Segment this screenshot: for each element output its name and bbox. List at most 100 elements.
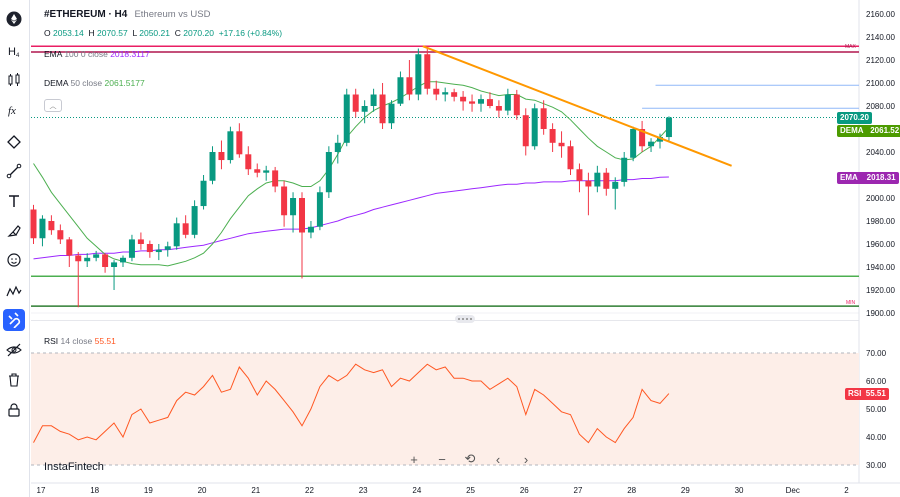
candle	[316, 186, 323, 231]
svg-text:4: 4	[16, 53, 20, 59]
text-icon[interactable]	[3, 190, 25, 212]
candle	[263, 165, 270, 181]
pane-resize-handle[interactable]	[455, 315, 475, 323]
current-price-badge: 2070.20	[837, 112, 872, 124]
magnet-icon[interactable]	[3, 309, 25, 331]
ema-value: 2018.3117	[110, 49, 150, 59]
scroll-right-button[interactable]: ›	[523, 451, 529, 467]
candle	[128, 234, 135, 262]
candle-body	[397, 77, 404, 104]
candle-body	[522, 115, 529, 147]
time-tick-label: 23	[359, 486, 368, 495]
svg-text:H: H	[8, 46, 16, 58]
dema-legend[interactable]: DEMA 50 close 2061.5177	[44, 78, 145, 88]
candle-body	[307, 226, 314, 233]
candle	[406, 60, 413, 101]
zoom-in-button[interactable]: +	[410, 451, 418, 467]
candle-body	[236, 131, 243, 155]
candle-body	[361, 106, 368, 112]
time-tick-label: 17	[37, 486, 46, 495]
price-tick-label: 2080.00	[866, 102, 895, 111]
formula-icon[interactable]: fx	[3, 99, 25, 121]
candle-body	[558, 142, 565, 147]
price-tick-label: 1900.00	[866, 309, 895, 318]
candle-body	[272, 170, 279, 187]
reset-chart-button[interactable]: ⟲	[464, 451, 476, 466]
candle	[120, 255, 126, 267]
candle	[137, 232, 144, 250]
candle	[343, 88, 350, 147]
ohlc-legend: O 2053.14 H 2070.57 L 2050.21 C 2070.20 …	[44, 28, 282, 38]
dema-price-badge: DEMA 2061.52	[837, 125, 900, 137]
candle-body	[352, 94, 359, 112]
scroll-left-button[interactable]: ‹	[495, 451, 501, 467]
candle-body	[30, 209, 37, 239]
candle	[576, 163, 583, 193]
candle-body	[209, 152, 216, 181]
hide-icon[interactable]	[3, 339, 25, 361]
candle	[254, 163, 261, 178]
eth-logo-icon[interactable]	[3, 8, 25, 30]
candle	[603, 168, 610, 196]
low-value: 2050.21	[139, 28, 170, 38]
close-value: 2070.20	[183, 28, 214, 38]
candle-body	[495, 106, 502, 111]
candle-body	[486, 99, 493, 106]
candle-body	[200, 180, 207, 207]
rsi-tick-label: 30.00	[866, 461, 887, 470]
candle	[236, 123, 243, 158]
rsi-legend[interactable]: RSI 14 close 55.51	[44, 336, 116, 346]
candle	[307, 221, 314, 239]
candle-body	[102, 254, 109, 267]
candle	[218, 140, 225, 170]
trash-icon[interactable]	[3, 369, 25, 391]
candle-body	[164, 246, 171, 250]
ema-legend[interactable]: EMA 100 0 close 2018.3117	[44, 49, 150, 59]
candle	[102, 253, 109, 273]
candle	[486, 92, 493, 109]
pane-separator	[31, 320, 859, 321]
candle-body	[84, 257, 91, 262]
time-tick-label: 27	[574, 486, 583, 495]
candle-body	[469, 101, 476, 104]
candle	[146, 240, 153, 258]
time-tick-label: Dec	[786, 486, 800, 495]
pointer-icon[interactable]	[3, 131, 25, 153]
candle	[57, 224, 64, 244]
rsi-band	[31, 353, 859, 465]
candle	[325, 146, 332, 198]
candle-body	[182, 223, 189, 235]
candle	[272, 166, 279, 193]
ema-params: 100 0 close	[64, 49, 108, 59]
patterns-icon[interactable]	[3, 280, 25, 302]
trend-line-icon[interactable]	[3, 160, 25, 182]
collapse-legend-button[interactable]: ︿	[44, 99, 62, 112]
price-tick-label: 1980.00	[866, 217, 895, 226]
price-tick-label: 2120.00	[866, 56, 895, 65]
candle-body	[325, 152, 332, 193]
candle-body	[639, 129, 646, 147]
brush-icon[interactable]	[3, 220, 25, 242]
ema-name: EMA	[44, 49, 62, 59]
price-tick-label: 1940.00	[866, 263, 895, 272]
candle	[424, 46, 431, 95]
candle	[594, 165, 601, 193]
candle-body	[75, 255, 82, 262]
lock-icon[interactable]	[3, 399, 25, 421]
candle-body	[218, 152, 225, 161]
candle-body	[424, 54, 431, 89]
symbol-title[interactable]: #ETHEREUM · H4	[44, 9, 128, 20]
candles-icon[interactable]	[3, 69, 25, 91]
candle	[48, 215, 55, 235]
time-tick-label: 26	[520, 486, 529, 495]
brand-watermark: InstaFintech	[44, 461, 104, 473]
zoom-out-button[interactable]: −	[438, 451, 446, 467]
rsi-tick-label: 70.00	[866, 349, 887, 358]
emoji-icon[interactable]	[3, 249, 25, 271]
candle-body	[48, 221, 55, 231]
candle-body	[66, 239, 73, 256]
candle	[585, 172, 592, 216]
candle-body	[57, 230, 64, 240]
